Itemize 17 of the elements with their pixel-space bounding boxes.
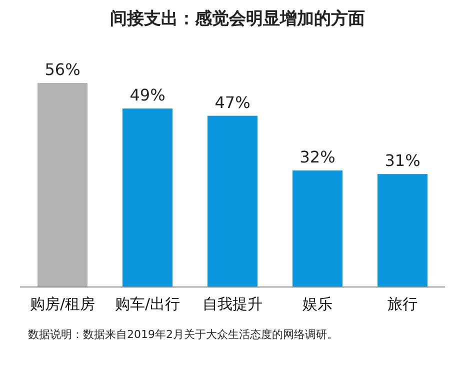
data-label: 31% — [384, 151, 420, 170]
chart-title: 间接支出：感觉会明显增加的方面 — [110, 9, 365, 29]
bar — [38, 83, 88, 287]
x-tick-label: 娱乐 — [302, 295, 332, 313]
x-tick-label: 旅行 — [388, 295, 418, 313]
data-label: 49% — [130, 86, 166, 104]
x-tick-label: 购房/租房 — [30, 295, 96, 313]
x-tick-label: 购车/出行 — [114, 295, 180, 313]
bar — [292, 170, 342, 287]
data-label: 56% — [44, 60, 80, 79]
data-label: 47% — [214, 92, 250, 112]
x-tick-label: 自我提升 — [202, 295, 262, 313]
bar — [208, 116, 258, 287]
text: 数据说明：数据来自2019年2月关于大众生活态度的网络调研。 — [28, 328, 338, 341]
bar — [122, 108, 172, 287]
bar — [378, 174, 428, 287]
data-label: 32% — [300, 147, 336, 166]
